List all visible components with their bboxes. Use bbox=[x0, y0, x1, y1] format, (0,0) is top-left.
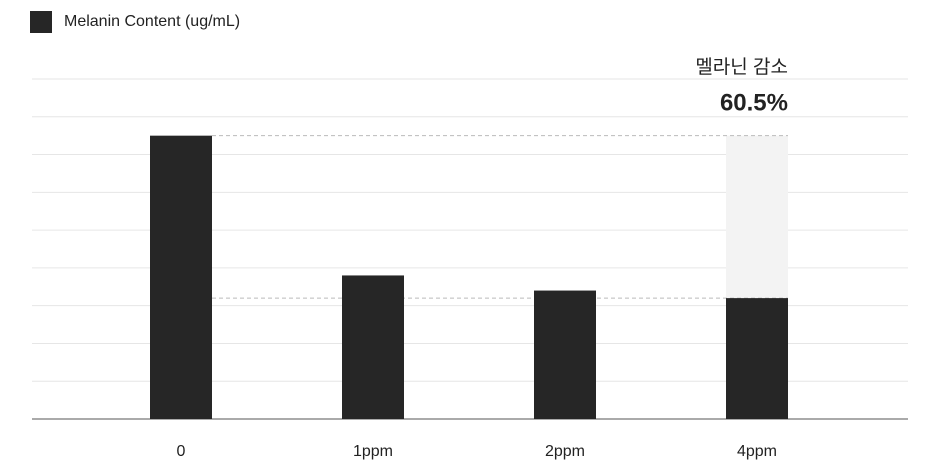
bar bbox=[150, 135, 212, 419]
x-tick-label: 1ppm bbox=[353, 443, 393, 460]
reduction-band bbox=[726, 135, 788, 299]
bar bbox=[534, 290, 596, 419]
legend-swatch bbox=[30, 11, 52, 33]
legend-label: Melanin Content (ug/mL) bbox=[64, 13, 240, 30]
x-tick-label: 0 bbox=[177, 443, 186, 460]
annotation-label: 멜라닌 감소 bbox=[695, 56, 788, 78]
bar bbox=[726, 298, 788, 419]
bar bbox=[342, 275, 404, 419]
x-tick-label: 4ppm bbox=[737, 443, 777, 460]
x-tick-label: 2ppm bbox=[545, 443, 585, 460]
annotation-value: 60.5% bbox=[720, 89, 788, 116]
